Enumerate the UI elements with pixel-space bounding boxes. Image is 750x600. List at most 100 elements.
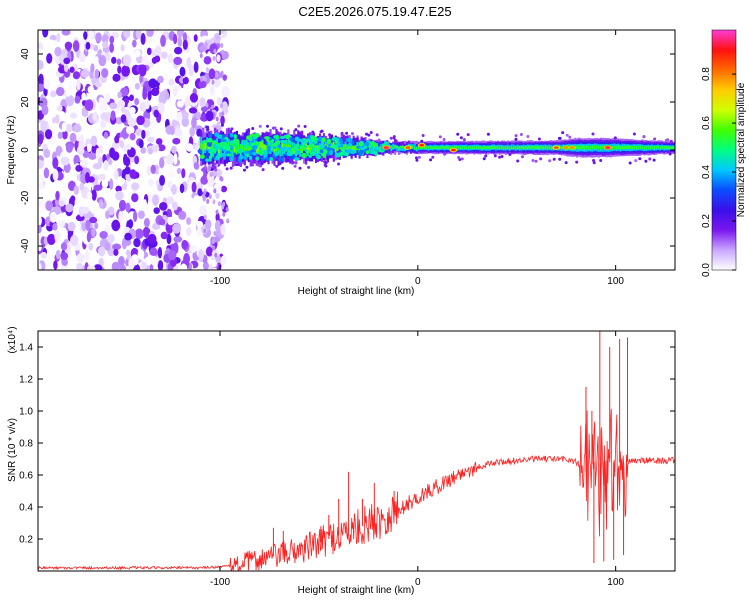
band-blob bbox=[374, 146, 379, 151]
noise-cell bbox=[176, 111, 183, 121]
band-cell bbox=[475, 146, 478, 149]
band-blob bbox=[293, 157, 300, 161]
noise-cell bbox=[189, 126, 196, 137]
noise-cell bbox=[158, 167, 164, 175]
colorbar-gradient bbox=[711, 29, 737, 271]
y-tick-label: 0.8 bbox=[19, 439, 33, 450]
band-cell bbox=[352, 145, 355, 150]
noise-cell bbox=[128, 257, 136, 270]
band-speck bbox=[634, 159, 638, 163]
band-speck bbox=[293, 164, 297, 168]
band-blob bbox=[249, 133, 255, 137]
noise-cell bbox=[38, 215, 42, 227]
noise-cell bbox=[58, 220, 66, 228]
snr-ticks: -100 0 100 0.2 0.4 0.6 0.8 1.0 1.2 1.4 bbox=[19, 331, 675, 588]
band-cell bbox=[309, 147, 312, 153]
noise-cell bbox=[155, 138, 163, 145]
band-speck bbox=[394, 139, 398, 143]
noise-cell bbox=[83, 31, 88, 40]
band-speck bbox=[459, 136, 463, 140]
band-cell bbox=[629, 145, 632, 149]
band-cell bbox=[235, 141, 239, 154]
noise-cell bbox=[107, 158, 113, 166]
noise-cell bbox=[120, 87, 129, 98]
band-speck bbox=[229, 166, 233, 170]
y-tick-label: -40 bbox=[20, 238, 31, 253]
band-cell bbox=[582, 145, 585, 150]
band-blob bbox=[383, 141, 390, 145]
noise-cell bbox=[120, 114, 127, 123]
noise-cell bbox=[206, 67, 210, 73]
band-speck bbox=[389, 136, 393, 140]
noise-cell bbox=[82, 150, 90, 159]
band-speck bbox=[514, 137, 518, 141]
band-speck bbox=[565, 133, 569, 137]
band-cell bbox=[585, 145, 589, 150]
band-cell bbox=[241, 143, 244, 150]
band-cell bbox=[477, 146, 480, 150]
noise-cell bbox=[90, 63, 95, 73]
noise-cell bbox=[212, 199, 216, 205]
band-cell bbox=[506, 146, 510, 150]
noise-cell bbox=[78, 139, 85, 152]
band-blob bbox=[308, 154, 312, 158]
noise-cell bbox=[193, 162, 200, 170]
noise-cell bbox=[157, 144, 166, 152]
noise-cell bbox=[180, 263, 188, 270]
band-cell bbox=[368, 143, 371, 151]
noise-cell bbox=[209, 43, 218, 55]
band-cell bbox=[449, 146, 452, 149]
band-speck bbox=[552, 157, 556, 161]
noise-cell bbox=[43, 79, 51, 90]
noise-cell bbox=[121, 215, 127, 222]
band-cell bbox=[259, 141, 262, 155]
band-cell bbox=[667, 146, 670, 149]
noise-cell bbox=[205, 246, 213, 257]
band-cell bbox=[502, 146, 506, 150]
noise-cell bbox=[127, 117, 137, 127]
band-cell bbox=[402, 145, 405, 148]
spectrogram-ylabel: Frequency (Hz) bbox=[6, 116, 17, 185]
band-cell bbox=[623, 145, 626, 150]
noise-cell bbox=[214, 252, 218, 258]
y-tick-label: 0.2 bbox=[19, 535, 33, 546]
band-speck bbox=[294, 161, 298, 165]
noise-cell bbox=[142, 86, 147, 95]
noise-cell bbox=[117, 91, 122, 99]
band-cell bbox=[599, 146, 603, 150]
band-cell bbox=[287, 143, 290, 150]
noise-cell bbox=[125, 202, 131, 213]
noise-cell bbox=[134, 97, 140, 106]
noise-cell bbox=[171, 184, 177, 195]
band-cell bbox=[334, 147, 337, 152]
noise-cell bbox=[65, 203, 74, 213]
noise-cell bbox=[54, 114, 60, 124]
band-blob bbox=[233, 134, 238, 139]
colorbar-tick-label: 0.0 bbox=[701, 263, 712, 277]
band-blob bbox=[198, 149, 203, 154]
noise-cell bbox=[114, 181, 122, 188]
band-speck bbox=[275, 130, 279, 134]
band-speck bbox=[220, 123, 224, 127]
band-speck bbox=[628, 161, 632, 165]
band-cell bbox=[617, 145, 620, 149]
noise-cell bbox=[220, 103, 224, 109]
band-blob bbox=[206, 141, 213, 147]
band-cell bbox=[301, 139, 304, 151]
band-cell bbox=[257, 146, 260, 153]
band-cell bbox=[411, 145, 415, 148]
band-blob bbox=[374, 151, 378, 156]
noise-cell bbox=[98, 144, 104, 154]
noise-cell bbox=[98, 55, 107, 67]
noise-cell bbox=[129, 169, 137, 179]
band-blob bbox=[221, 134, 225, 139]
band-cell bbox=[532, 145, 535, 149]
band-cell bbox=[463, 146, 466, 149]
band-speck bbox=[442, 137, 446, 141]
hotspot bbox=[450, 148, 456, 152]
band-cell bbox=[471, 146, 474, 149]
band-blob bbox=[339, 140, 344, 145]
noise-cell bbox=[61, 30, 71, 36]
band-cell bbox=[218, 146, 221, 154]
band-speck bbox=[214, 168, 218, 172]
